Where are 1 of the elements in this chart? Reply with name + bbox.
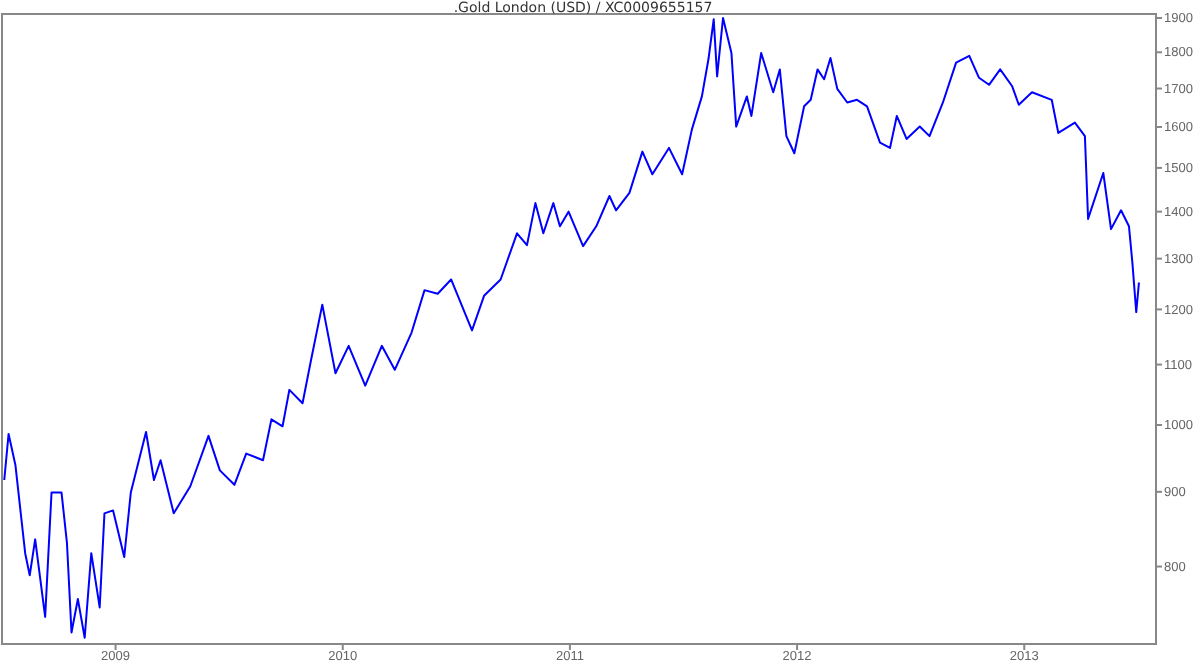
line-series: [3, 16, 1140, 639]
